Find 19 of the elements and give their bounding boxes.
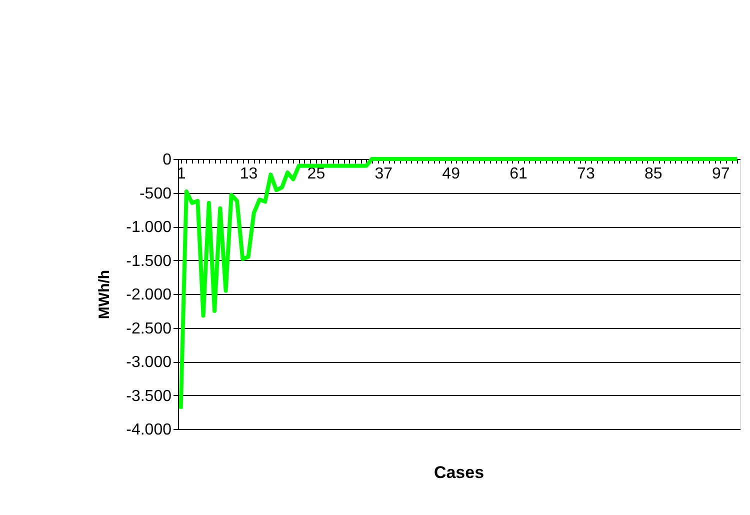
y-tick-label: 0 — [162, 152, 172, 168]
y-tick-label: -2.500 — [126, 320, 172, 338]
x-tick-label: 25 — [307, 166, 326, 182]
y-tick-label: -2.000 — [126, 286, 172, 304]
y-tick-label: -500 — [139, 185, 172, 202]
x-tick-label: 85 — [644, 166, 662, 182]
y-tick-label: -4.000 — [126, 422, 172, 438]
y-axis-title: MWh/h — [96, 270, 114, 320]
x-tick-label: 49 — [442, 166, 460, 182]
y-tick-label: -1.500 — [126, 252, 172, 270]
x-tick-label: 61 — [510, 166, 528, 182]
x-tick-label: 97 — [712, 166, 730, 182]
x-tick-label: 13 — [240, 166, 258, 182]
y-tick-label: -3.000 — [126, 354, 172, 371]
x-tick-label: 37 — [374, 166, 393, 182]
y-tick-label: -3.500 — [126, 388, 172, 405]
x-tick-label: 73 — [577, 166, 595, 182]
x-axis-title: Cases — [434, 463, 484, 482]
y-tick-label: -1.000 — [126, 219, 172, 236]
